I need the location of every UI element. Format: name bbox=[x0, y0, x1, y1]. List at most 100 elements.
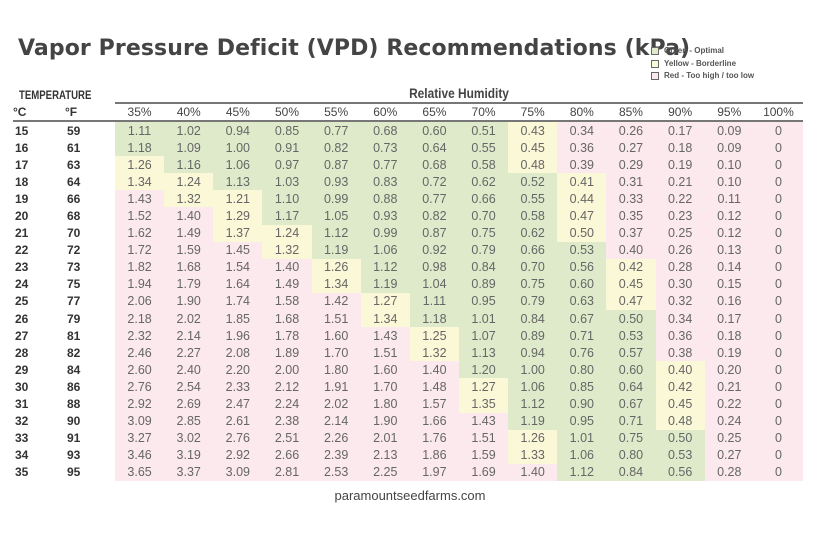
vpd-cell: 0.58 bbox=[458, 156, 509, 174]
fahrenheit-value: 70 bbox=[67, 226, 81, 241]
vpd-cell: 0.77 bbox=[311, 121, 361, 140]
vpd-cell: 0.56 bbox=[655, 463, 705, 481]
vpd-cell: 1.54 bbox=[213, 258, 263, 276]
vpd-table: °C °F 35% 40% 45% 50% 55% 60% 65% 70% 75% 80% 85% 9… bbox=[13, 104, 803, 481]
vpd-cell: 0.72 bbox=[409, 173, 459, 191]
table-row: 32 90 3.09 2.85 2.61 2.38 2.14 1.90 1.66 1.43 1.19… bbox=[13, 412, 803, 430]
vpd-cell: 0 bbox=[753, 173, 803, 191]
table-row: 25 77 2.06 1.90 1.74 1.58 1.42 1.27 1.11 0.95 0.79… bbox=[13, 292, 803, 311]
legend-swatch-yellow bbox=[651, 59, 659, 68]
vpd-cell: 0.75 bbox=[458, 224, 509, 242]
humidity-column-header: 95% bbox=[717, 105, 742, 119]
vpd-cell: 0.60 bbox=[409, 121, 459, 140]
celsius-value: 15 bbox=[15, 123, 29, 138]
vpd-cell: 2.25 bbox=[360, 463, 410, 481]
vpd-cell: 1.59 bbox=[164, 241, 214, 259]
vpd-cell: 0.66 bbox=[508, 241, 558, 259]
fahrenheit-value: 90 bbox=[67, 414, 81, 429]
vpd-cell: 0.91 bbox=[262, 139, 312, 157]
vpd-cell: 0.52 bbox=[508, 173, 558, 191]
vpd-cell: 1.34 bbox=[311, 275, 361, 293]
vpd-cell: 0.19 bbox=[704, 344, 754, 362]
vpd-cell: 0.57 bbox=[606, 344, 656, 362]
vpd-cell: 1.26 bbox=[508, 429, 558, 447]
vpd-cell: 1.12 bbox=[557, 463, 607, 481]
vpd-cell: 0.26 bbox=[655, 241, 705, 259]
vpd-cell: 0.40 bbox=[655, 361, 705, 379]
table-row: 30 86 2.76 2.54 2.33 2.12 1.91 1.70 1.48 1.27 1.06… bbox=[13, 378, 803, 396]
vpd-cell: 0.94 bbox=[213, 121, 263, 140]
vpd-cell: 1.24 bbox=[164, 173, 214, 191]
vpd-cell: 0 bbox=[753, 446, 803, 464]
table-row: 23 73 1.82 1.68 1.54 1.40 1.26 1.12 0.98 0.84 0.70… bbox=[13, 258, 803, 276]
vpd-cell: 0.53 bbox=[655, 446, 705, 464]
vpd-cell: 1.64 bbox=[213, 275, 263, 293]
legend-item-yellow: Yellow - Borderline bbox=[651, 58, 754, 71]
vpd-cell: 1.18 bbox=[409, 310, 459, 328]
vpd-cell: 0 bbox=[753, 378, 803, 396]
table-row: 18 64 1.34 1.24 1.13 1.03 0.93 0.83 0.72 0.62 0.52… bbox=[13, 173, 803, 191]
vpd-cell: 3.09 bbox=[213, 463, 263, 481]
vpd-cell: 1.48 bbox=[409, 378, 459, 396]
vpd-cell: 1.19 bbox=[311, 241, 361, 259]
vpd-cell: 2.18 bbox=[115, 310, 165, 328]
vpd-cell: 1.57 bbox=[409, 395, 459, 413]
vpd-cell: 1.43 bbox=[115, 190, 165, 208]
vpd-cell: 0.82 bbox=[311, 139, 361, 157]
vpd-cell: 0.64 bbox=[409, 139, 459, 157]
vpd-cell: 1.76 bbox=[409, 429, 459, 447]
vpd-cell: 2.81 bbox=[262, 463, 312, 481]
vpd-cell: 2.24 bbox=[262, 395, 312, 413]
fahrenheit-value: 75 bbox=[67, 277, 81, 292]
vpd-cell: 0.17 bbox=[704, 310, 754, 328]
vpd-cell: 1.25 bbox=[409, 327, 459, 345]
vpd-cell: 2.26 bbox=[311, 429, 361, 447]
vpd-cell: 1.82 bbox=[115, 258, 165, 276]
vpd-cell: 1.62 bbox=[115, 224, 165, 242]
table-row: 20 68 1.52 1.40 1.29 1.17 1.05 0.93 0.82 0.70 0.58… bbox=[13, 207, 803, 225]
fahrenheit-value: 72 bbox=[67, 243, 81, 258]
vpd-cell: 1.86 bbox=[409, 446, 459, 464]
vpd-cell: 0.45 bbox=[508, 139, 558, 157]
vpd-cell: 0.84 bbox=[606, 463, 656, 481]
vpd-cell: 1.19 bbox=[360, 275, 410, 293]
vpd-cell: 1.68 bbox=[262, 310, 312, 328]
vpd-cell: 0.21 bbox=[704, 378, 754, 396]
fahrenheit-value: 79 bbox=[67, 311, 81, 326]
vpd-cell: 0.43 bbox=[508, 121, 558, 140]
vpd-cell: 1.27 bbox=[458, 378, 509, 396]
vpd-cell: 2.76 bbox=[115, 378, 165, 396]
vpd-cell: 0.27 bbox=[704, 446, 754, 464]
vpd-cell: 1.45 bbox=[213, 241, 263, 259]
vpd-cell: 2.92 bbox=[213, 446, 263, 464]
vpd-cell: 0.79 bbox=[508, 292, 558, 311]
celsius-value: 19 bbox=[15, 191, 29, 206]
vpd-cell: 2.33 bbox=[213, 378, 263, 396]
vpd-cell: 0.62 bbox=[458, 173, 509, 191]
vpd-cell: 0.12 bbox=[704, 224, 754, 242]
vpd-cell: 1.16 bbox=[164, 156, 214, 174]
table-row: 33 91 3.27 3.02 2.76 2.51 2.26 2.01 1.76 1.51 1.26… bbox=[13, 429, 803, 447]
vpd-cell: 1.09 bbox=[164, 139, 214, 157]
vpd-cell: 2.60 bbox=[115, 361, 165, 379]
vpd-cell: 0.77 bbox=[409, 190, 459, 208]
vpd-cell: 0.51 bbox=[458, 121, 509, 140]
vpd-cell: 0.30 bbox=[655, 275, 705, 293]
table-row: 26 79 2.18 2.02 1.85 1.68 1.51 1.34 1.18 1.01 0.84… bbox=[13, 310, 803, 328]
vpd-cell: 0.93 bbox=[311, 173, 361, 191]
vpd-cell: 2.00 bbox=[262, 361, 312, 379]
vpd-cell: 1.07 bbox=[458, 327, 509, 345]
vpd-cell: 1.90 bbox=[360, 412, 410, 430]
vpd-cell: 0.23 bbox=[655, 207, 705, 225]
vpd-cell: 0.73 bbox=[360, 139, 410, 157]
vpd-cell: 0.60 bbox=[606, 361, 656, 379]
vpd-cell: 2.39 bbox=[311, 446, 361, 464]
fahrenheit-value: 63 bbox=[67, 157, 81, 172]
vpd-cell: 0.47 bbox=[606, 292, 656, 311]
vpd-cell: 0.53 bbox=[606, 327, 656, 345]
celsius-value: 31 bbox=[15, 397, 29, 412]
vpd-cell: 2.76 bbox=[213, 429, 263, 447]
vpd-cell: 0.10 bbox=[704, 156, 754, 174]
table-row: 19 66 1.43 1.32 1.21 1.10 0.99 0.88 0.77 0.66 0.55… bbox=[13, 190, 803, 208]
legend: Green - Optimal Yellow - Borderline Red … bbox=[651, 45, 754, 83]
